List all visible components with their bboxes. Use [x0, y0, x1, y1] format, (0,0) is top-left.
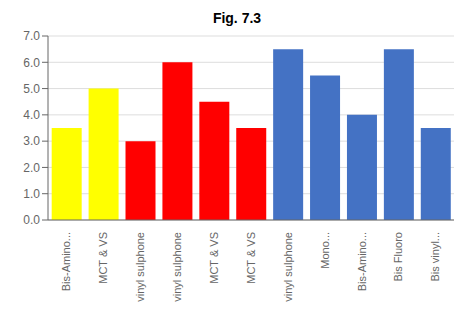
svg-text:Bis vinyl...: Bis vinyl... — [429, 232, 441, 282]
svg-text:MCT & VS: MCT & VS — [245, 232, 257, 284]
svg-text:Bis-Amino...: Bis-Amino... — [356, 232, 368, 291]
svg-text:6.0: 6.0 — [23, 56, 40, 70]
svg-text:Mono...: Mono... — [319, 232, 331, 269]
svg-text:MCT & VS: MCT & VS — [208, 232, 220, 284]
svg-text:vinyl sulphone: vinyl sulphone — [282, 232, 294, 302]
svg-text:0.0: 0.0 — [23, 213, 40, 227]
svg-text:1.0: 1.0 — [23, 187, 40, 201]
svg-text:vinyl sulphone: vinyl sulphone — [171, 232, 183, 302]
svg-text:3.0: 3.0 — [23, 134, 40, 148]
svg-text:4.0: 4.0 — [23, 108, 40, 122]
svg-text:Bis Fluoro: Bis Fluoro — [392, 232, 404, 282]
svg-text:Bis-Amino...: Bis-Amino... — [60, 232, 72, 291]
svg-text:5.0: 5.0 — [23, 82, 40, 96]
svg-text:2.0: 2.0 — [23, 161, 40, 175]
svg-text:vinyl sulphone: vinyl sulphone — [134, 232, 146, 302]
html-text:Fig. 7.3: Fig. 7.3 — [212, 10, 262, 26]
svg-text:MCT & VS: MCT & VS — [97, 232, 109, 284]
svg-text:7.0: 7.0 — [23, 29, 40, 43]
